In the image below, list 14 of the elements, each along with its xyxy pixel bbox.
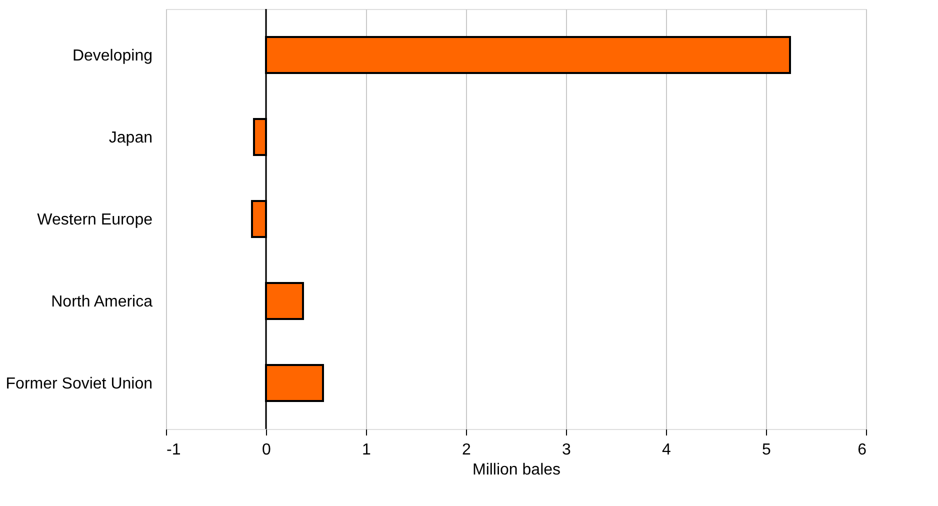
x-tick-label: 6 bbox=[858, 442, 867, 458]
x-tick-label: 5 bbox=[762, 442, 772, 458]
x-tick-label: 3 bbox=[562, 442, 572, 458]
y-tick-label: Western Europe bbox=[37, 212, 153, 228]
x-tick-label: 1 bbox=[362, 442, 372, 458]
x-axis-title: Million bales bbox=[472, 462, 561, 478]
y-tick-label: North America bbox=[51, 294, 153, 310]
x-tick-label: -1 bbox=[166, 442, 181, 458]
x-tick-label: 4 bbox=[662, 442, 672, 458]
y-tick-label: Developing bbox=[72, 48, 152, 64]
y-tick-label: Japan bbox=[108, 130, 152, 146]
x-tick-label: 0 bbox=[262, 442, 272, 458]
x-tick-label: 2 bbox=[462, 442, 472, 458]
y-tick-label: Former Soviet Union bbox=[6, 376, 152, 392]
